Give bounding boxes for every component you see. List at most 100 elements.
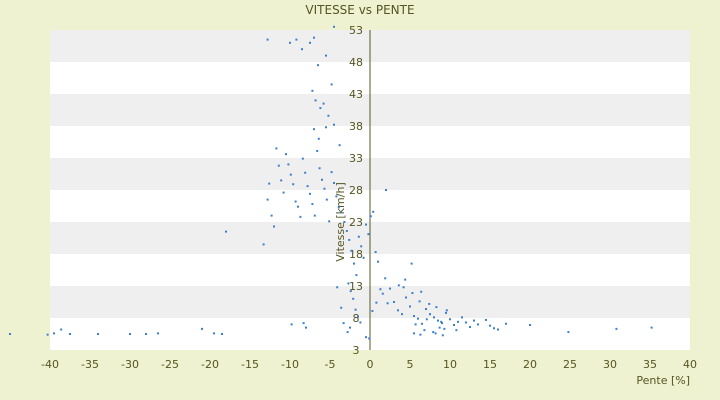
- data-point: [322, 102, 325, 105]
- data-point: [434, 332, 437, 335]
- data-point: [418, 300, 421, 303]
- data-point: [353, 262, 355, 265]
- data-point: [445, 309, 448, 312]
- x-tick-label: -35: [81, 358, 99, 371]
- x-tick-label: 30: [603, 358, 617, 371]
- data-point: [305, 326, 307, 329]
- data-point: [449, 318, 451, 321]
- x-axis-label: Pente [%]: [636, 374, 690, 387]
- data-point: [411, 292, 414, 295]
- data-point: [375, 301, 378, 304]
- data-point: [432, 331, 435, 334]
- data-point: [345, 229, 348, 232]
- x-tick-label: 35: [643, 358, 657, 371]
- data-point: [438, 326, 441, 329]
- data-point: [330, 171, 333, 174]
- data-point: [145, 333, 147, 335]
- data-point: [316, 149, 319, 152]
- data-point: [489, 324, 491, 327]
- data-point: [309, 192, 311, 195]
- y-tick-label: 48: [349, 56, 363, 69]
- data-point: [348, 238, 351, 241]
- data-point: [213, 332, 215, 335]
- data-point: [369, 215, 372, 218]
- data-point: [372, 210, 375, 213]
- data-point: [413, 332, 415, 335]
- data-point: [330, 83, 333, 86]
- data-point: [335, 195, 338, 198]
- data-point: [317, 137, 320, 140]
- data-point: [413, 315, 415, 318]
- data-point: [333, 123, 335, 126]
- data-point: [336, 286, 339, 289]
- data-point: [301, 157, 304, 160]
- data-point: [287, 163, 290, 166]
- data-point: [354, 308, 357, 311]
- data-point: [60, 328, 63, 331]
- x-tick-label: 40: [683, 358, 697, 371]
- data-point: [453, 324, 455, 327]
- data-point: [435, 306, 438, 309]
- data-point: [425, 308, 427, 311]
- data-point: [357, 235, 360, 238]
- x-tick-label: 10: [443, 358, 457, 371]
- data-point: [9, 333, 11, 335]
- y-tick-label: 53: [349, 24, 363, 37]
- data-point: [441, 334, 444, 337]
- data-point: [225, 230, 227, 233]
- y-tick-label: 3: [353, 344, 360, 357]
- data-point: [355, 274, 358, 277]
- data-point: [529, 324, 531, 327]
- data-point: [337, 206, 340, 209]
- data-point: [493, 327, 495, 330]
- data-point: [313, 214, 316, 217]
- data-point: [650, 326, 653, 329]
- data-point: [443, 327, 446, 330]
- data-point: [497, 328, 499, 331]
- data-point: [289, 41, 291, 44]
- data-point: [318, 167, 321, 170]
- data-point: [423, 329, 426, 332]
- data-point: [379, 288, 382, 291]
- y-tick-label: 43: [349, 88, 363, 101]
- data-point: [313, 128, 315, 131]
- x-tick-label: 0: [367, 358, 374, 371]
- y-tick-label: 33: [349, 152, 363, 165]
- data-point: [343, 221, 346, 223]
- data-point: [397, 309, 399, 312]
- data-point: [384, 277, 387, 280]
- x-tick-label: -20: [201, 358, 219, 371]
- data-point: [505, 322, 507, 325]
- data-point: [280, 179, 283, 182]
- data-point: [381, 292, 384, 295]
- y-tick-label: 13: [349, 280, 363, 293]
- data-point: [290, 323, 293, 326]
- data-point: [404, 278, 407, 281]
- data-point: [473, 319, 475, 322]
- data-point: [299, 215, 302, 218]
- y-tick-label: 8: [353, 312, 360, 325]
- data-point: [374, 251, 377, 254]
- data-point: [340, 306, 343, 309]
- data-point: [346, 331, 349, 334]
- data-point: [349, 290, 352, 293]
- data-point: [441, 322, 443, 325]
- data-point: [262, 243, 265, 246]
- data-point: [309, 41, 311, 44]
- data-point: [306, 185, 309, 188]
- y-tick-label: 23: [349, 216, 363, 229]
- data-point: [402, 286, 405, 289]
- data-point: [485, 318, 487, 321]
- data-point: [440, 320, 443, 323]
- x-tick-label: -5: [325, 358, 336, 371]
- data-point: [297, 205, 299, 208]
- data-point: [266, 198, 269, 201]
- data-point: [457, 320, 459, 323]
- data-point: [389, 287, 391, 290]
- data-point: [360, 245, 363, 248]
- data-point: [371, 309, 374, 312]
- data-point: [201, 327, 203, 330]
- data-point: [325, 126, 327, 129]
